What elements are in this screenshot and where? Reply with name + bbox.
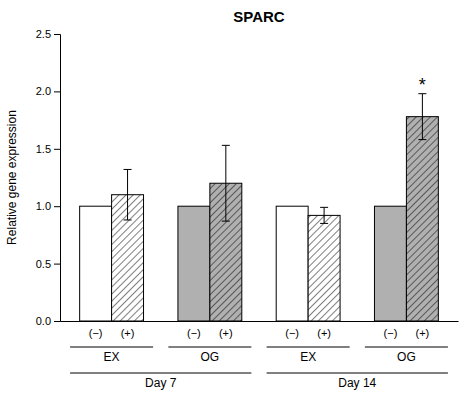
category-bracket-line xyxy=(267,347,350,348)
series-label: (+) xyxy=(121,327,135,339)
y-tick-mark xyxy=(54,149,60,150)
y-tick-mark xyxy=(54,206,60,207)
group-bracket-label: Day 14 xyxy=(338,376,376,390)
series-label: (−) xyxy=(384,327,398,339)
category-bracket-label: EX xyxy=(300,350,316,364)
series-label: (+) xyxy=(219,327,233,339)
chart: 0.00.51.01.52.02.5(−)(+)(−)(+)(−)(+)(−)(… xyxy=(0,0,474,403)
title: SPARC xyxy=(233,8,285,25)
error-bar xyxy=(320,207,328,223)
y-tick-mark xyxy=(54,91,60,92)
series-labels: (−) (+) (−) (+) (−) (+) (−) (+) xyxy=(89,327,430,339)
bar xyxy=(276,206,308,321)
y-axis-line xyxy=(54,35,61,322)
y-tick: 2.0 xyxy=(36,85,60,97)
bar xyxy=(80,206,112,321)
y-tick-label: 2.0 xyxy=(36,85,51,97)
y-tick: 1.5 xyxy=(36,143,60,155)
group-bracket-label: Day 7 xyxy=(145,376,177,390)
y-axis: 0.0 0.5 1.0 1.5 2.0 2.5 xyxy=(36,28,61,327)
category-bracket-label: OG xyxy=(397,350,416,364)
error-bar xyxy=(124,169,132,220)
y-tick-mark xyxy=(54,264,60,265)
y-tick: 0.0 xyxy=(36,315,60,327)
category-brackets: EX OG EX OG xyxy=(70,347,448,364)
bar xyxy=(308,215,340,321)
group-brackets: Day 7 Day 14 xyxy=(70,373,448,390)
y-tick-label: 1.0 xyxy=(36,200,51,212)
y-tick-label: 0.0 xyxy=(36,315,51,327)
series-label: (+) xyxy=(317,327,331,339)
bars xyxy=(80,94,439,321)
y-tick-label: 2.5 xyxy=(36,28,51,40)
category-bracket-label: OG xyxy=(201,350,220,364)
bar xyxy=(406,117,438,321)
y-tick: 1.0 xyxy=(36,200,60,212)
annotation: * xyxy=(419,75,426,95)
annotations: * xyxy=(419,75,426,95)
y-tick: 0.5 xyxy=(36,258,60,270)
y-tick-label: 1.5 xyxy=(36,143,51,155)
x-axis-line xyxy=(61,321,459,322)
series-label: (+) xyxy=(416,327,430,339)
bar xyxy=(178,206,210,321)
y-tick-label: 0.5 xyxy=(36,258,51,270)
plot: 0.00.51.01.52.02.5(−)(+)(−)(+)(−)(+)(−)(… xyxy=(36,28,459,390)
bar xyxy=(374,206,406,321)
category-bracket-label: EX xyxy=(104,350,120,364)
x-axis xyxy=(61,321,459,322)
series-label: (−) xyxy=(89,327,103,339)
category-bracket-line xyxy=(365,347,448,348)
y-tick-mark xyxy=(54,321,60,322)
group-bracket-line xyxy=(267,373,448,374)
y-tick-mark xyxy=(54,34,60,35)
y-tick: 2.5 xyxy=(36,28,60,40)
group-bracket-line xyxy=(70,373,251,374)
error-bar xyxy=(418,94,426,140)
error-bar xyxy=(222,145,230,221)
y-axis-title: Relative gene expression xyxy=(5,110,19,245)
category-bracket-line xyxy=(168,347,251,348)
series-label: (−) xyxy=(187,327,201,339)
category-bracket-line xyxy=(70,347,153,348)
series-label: (−) xyxy=(285,327,299,339)
